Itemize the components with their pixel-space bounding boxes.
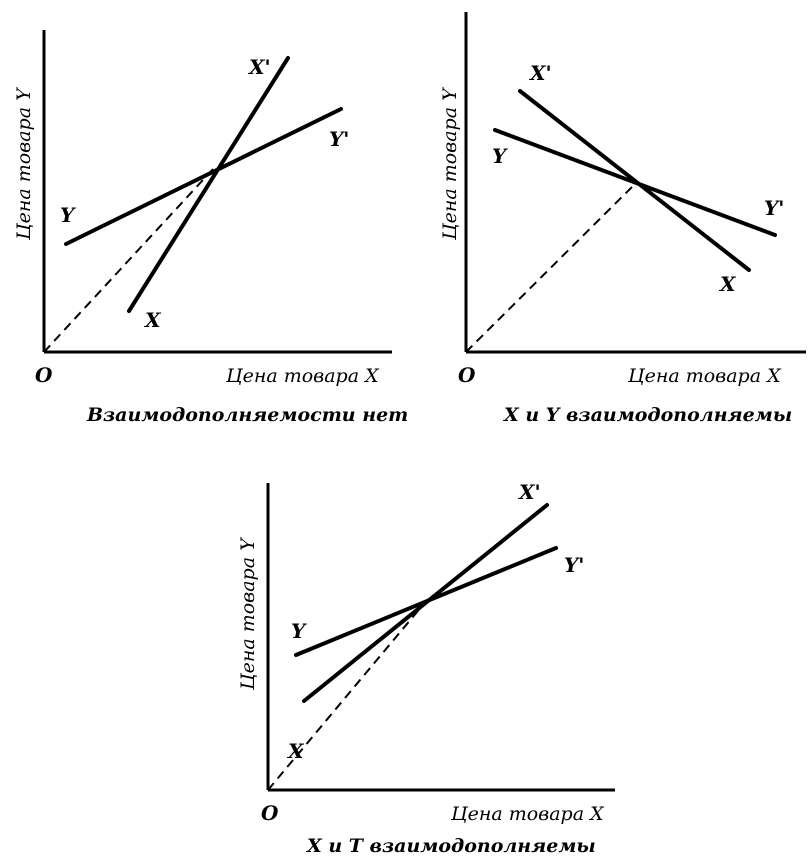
marker-Y: Y [60,203,76,227]
marker-X: X [718,272,737,296]
x-axis-label: Цена товара X [225,365,380,387]
x-axis-label: Цена товара X [627,365,782,387]
curve-X [518,89,751,272]
panel-xt-complement: X' Y' Y X O Цена товара X Цена товара Y … [237,480,615,857]
y-axis-label: Цена товара Y [439,86,461,241]
y-axis-label: Цена товара Y [237,536,259,691]
marker-Y-prime: Y' [764,196,784,220]
curve-Y [64,107,343,246]
curve-X [302,503,549,703]
ray-from-origin [465,182,637,353]
panel-no-complement: X' Y' Y X O Цена товара X Цена товара Y … [13,30,408,426]
origin-label: O [261,801,279,825]
origin-label: O [35,363,53,387]
x-axis-label: Цена товара X [450,803,605,825]
marker-Y: Y [291,619,307,643]
y-axis-label: Цена товара Y [13,86,35,241]
marker-Y-prime: Y' [564,553,584,577]
marker-Y: Y [492,144,508,168]
origin-label: O [458,363,476,387]
marker-X-prime: X' [528,61,552,85]
marker-Y-prime: Y' [329,127,349,151]
marker-X-prime: X' [247,55,271,79]
ray-from-origin [43,167,215,353]
marker-X: X [143,308,162,332]
panel-xy-complement: X' Y Y' X O Цена товара X Цена товара Y … [439,12,806,426]
curve-X [127,56,290,313]
marker-X: X [286,739,305,763]
ray-from-origin [267,599,428,791]
panel-caption: Взаимодополняемости нет [86,404,408,426]
panel-caption: X и Y взаимодополняемы [503,404,792,426]
panel-caption: X и T взаимодополняемы [306,835,596,857]
marker-X-prime: X' [517,480,541,504]
